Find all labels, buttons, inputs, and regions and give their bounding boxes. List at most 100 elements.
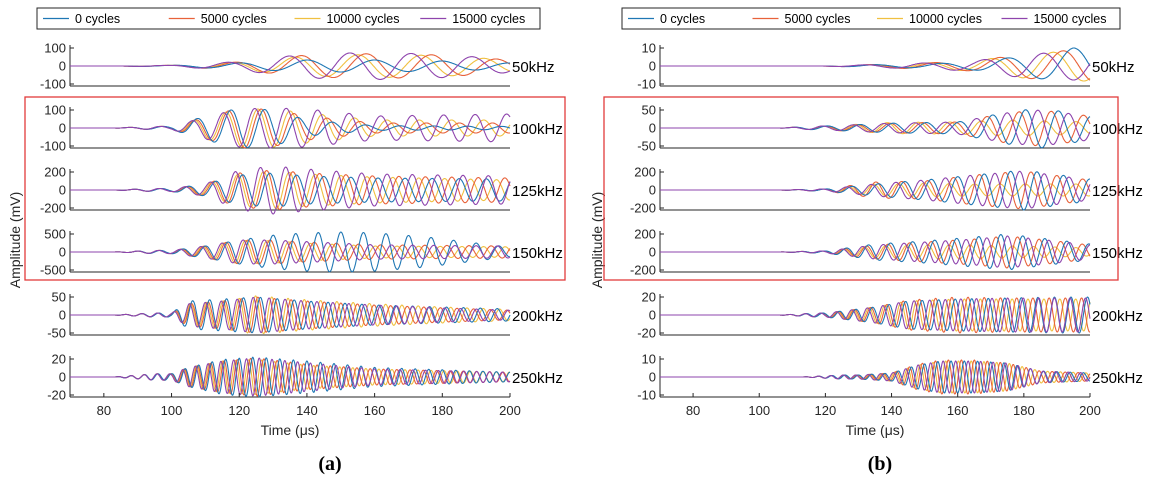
highlight-box xyxy=(24,96,566,281)
panel-250kHz: 10 0 -10 250kHz xyxy=(637,352,1143,403)
y-tick-label: 0 xyxy=(59,183,66,198)
x-tick-label: 180 xyxy=(1013,403,1035,418)
chart-0: 0 cycles 5000 cycles 10000 cycles 15000 cyc… xyxy=(7,7,566,475)
series-line-0-cycles xyxy=(69,231,511,273)
x-tick-label: 80 xyxy=(686,403,700,418)
y-tick-label: -200 xyxy=(40,201,66,216)
y-tick-label: -50 xyxy=(47,326,66,341)
series-line-15000-cycles xyxy=(69,239,511,265)
x-tick-label: 200 xyxy=(1079,403,1101,418)
legend-entry: 0 cycles xyxy=(660,12,705,26)
y-tick-label: 0 xyxy=(59,370,66,385)
frequency-label: 250kHz xyxy=(512,370,563,387)
series-line-15000-cycles xyxy=(659,109,1091,146)
y-tick-label: 0 xyxy=(649,245,656,260)
x-tick-label: 120 xyxy=(815,403,837,418)
series-line-15000-cycles xyxy=(69,357,511,397)
y-tick-label: -20 xyxy=(637,326,656,341)
legend-box xyxy=(36,7,541,30)
legend-entry: 10000 cycles xyxy=(327,12,400,26)
panel-50kHz: 100 0 -100 50kHz xyxy=(40,41,555,92)
y-tick-label: 100 xyxy=(44,41,66,56)
y-tick-label: -10 xyxy=(637,388,656,403)
frequency-label: 50kHz xyxy=(512,59,555,76)
x-tick-label: 100 xyxy=(161,403,183,418)
highlight-box xyxy=(603,96,1119,281)
figure-caption: (b) xyxy=(868,453,892,475)
y-tick-label: 50 xyxy=(642,103,656,118)
y-tick-label: 200 xyxy=(634,165,656,180)
y-axis-label: Amplitude (mV) xyxy=(589,192,605,288)
panel-200kHz: 20 0 -20 200kHz xyxy=(637,290,1143,341)
x-tick-label: 160 xyxy=(364,403,386,418)
x-tick-label: 160 xyxy=(947,403,969,418)
x-tick-label: 200 xyxy=(499,403,521,418)
x-tick-label: 140 xyxy=(881,403,903,418)
series-line-15000-cycles xyxy=(69,296,511,334)
panel-125kHz: 200 0 -200 125kHz xyxy=(40,165,563,216)
x-axis-label: Time (μs) xyxy=(261,422,320,438)
legend-entry: 15000 cycles xyxy=(1034,12,1107,26)
series-line-15000-cycles xyxy=(69,166,511,215)
y-tick-label: 20 xyxy=(52,352,66,367)
series-line-15000-cycles xyxy=(69,52,511,80)
panel-50kHz: 10 0 -10 50kHz xyxy=(637,41,1134,92)
panel-250kHz: 20 0 -20 250kHz xyxy=(47,352,563,403)
frequency-label: 200kHz xyxy=(1092,308,1143,325)
y-tick-label: 0 xyxy=(649,59,656,74)
x-axis-label: Time (μs) xyxy=(846,422,905,438)
y-tick-label: 10 xyxy=(642,352,656,367)
legend-entry: 15000 cycles xyxy=(452,12,525,26)
y-tick-label: 100 xyxy=(44,103,66,118)
frequency-label: 125kHz xyxy=(512,183,563,200)
y-tick-label: 0 xyxy=(59,245,66,260)
chart-1: 0 cycles 5000 cycles 10000 cycles 15000 cyc… xyxy=(589,7,1143,475)
x-tick-label: 80 xyxy=(97,403,111,418)
y-tick-label: 50 xyxy=(52,290,66,305)
y-tick-label: 20 xyxy=(642,290,656,305)
y-tick-label: -50 xyxy=(637,139,656,154)
x-tick-label: 140 xyxy=(296,403,318,418)
series-line-15000-cycles xyxy=(69,107,511,149)
panel-200kHz: 50 0 -50 200kHz xyxy=(47,290,563,341)
y-tick-label: 200 xyxy=(634,227,656,242)
legend-box xyxy=(621,7,1121,30)
y-tick-label: -200 xyxy=(630,201,656,216)
frequency-label: 150kHz xyxy=(512,245,563,262)
series-line-15000-cycles xyxy=(659,52,1091,81)
legend: 0 cycles 5000 cycles 10000 cycles 15000 cyc… xyxy=(36,7,541,30)
y-tick-label: -10 xyxy=(637,77,656,92)
series-line-0-cycles xyxy=(659,47,1091,80)
y-axis-label: Amplitude (mV) xyxy=(7,192,23,288)
y-tick-label: 10 xyxy=(642,41,656,56)
legend-entry: 0 cycles xyxy=(75,12,120,26)
frequency-label: 100kHz xyxy=(512,121,563,138)
series-line-15000-cycles xyxy=(659,297,1091,333)
frequency-label: 200kHz xyxy=(512,308,563,325)
legend-entry: 10000 cycles xyxy=(909,12,982,26)
x-tick-label: 120 xyxy=(228,403,250,418)
y-tick-label: 0 xyxy=(649,121,656,136)
y-tick-label: 0 xyxy=(59,59,66,74)
series-line-15000-cycles xyxy=(659,235,1091,268)
legend-entry: 5000 cycles xyxy=(201,12,267,26)
frequency-label: 50kHz xyxy=(1092,59,1135,76)
series-line-15000-cycles xyxy=(659,170,1091,209)
y-tick-label: 0 xyxy=(59,308,66,323)
panel-100kHz: 100 0 -100 100kHz xyxy=(40,103,563,154)
y-tick-label: 0 xyxy=(59,121,66,136)
x-tick-label: 180 xyxy=(431,403,453,418)
y-tick-label: 0 xyxy=(649,183,656,198)
series-line-15000-cycles xyxy=(659,360,1091,394)
y-tick-label: -100 xyxy=(40,139,66,154)
frequency-label: 250kHz xyxy=(1092,370,1143,387)
y-tick-label: -200 xyxy=(630,263,656,278)
y-tick-label: 200 xyxy=(44,165,66,180)
legend: 0 cycles 5000 cycles 10000 cycles 15000 cyc… xyxy=(621,7,1121,30)
y-tick-label: 500 xyxy=(44,227,66,242)
y-tick-label: 0 xyxy=(649,308,656,323)
legend-entry: 5000 cycles xyxy=(785,12,851,26)
y-tick-label: -100 xyxy=(40,77,66,92)
